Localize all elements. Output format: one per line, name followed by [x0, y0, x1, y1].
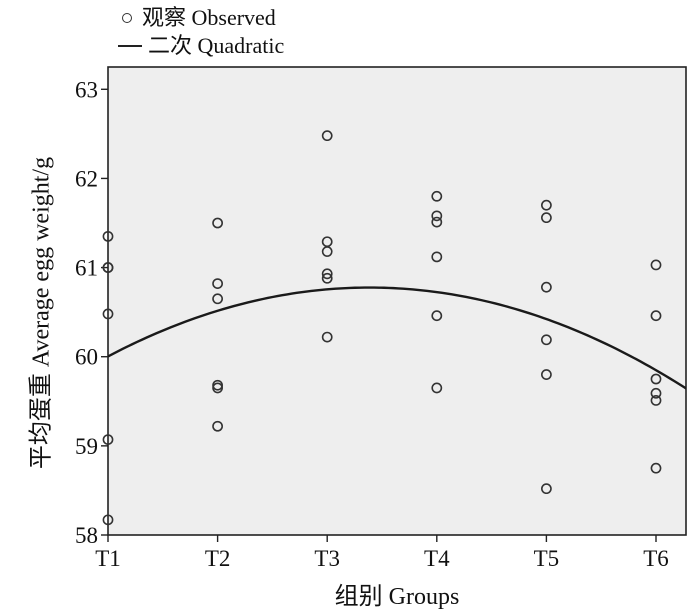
legend-label-quadratic: 二次 Quadratic [148, 33, 285, 58]
y-tick-label: 62 [75, 166, 98, 191]
observed-point [321, 331, 333, 343]
line-marker-icon [118, 45, 142, 47]
quadratic-curve-layer [108, 286, 686, 390]
observed-point [541, 334, 552, 346]
observed-point [650, 462, 662, 474]
x-tick-label: T6 [643, 546, 669, 571]
observed-point [321, 272, 333, 284]
observed-point [541, 369, 552, 380]
quadratic-fit-line [108, 286, 686, 390]
plot-area [107, 66, 687, 536]
observed-point [650, 259, 662, 271]
observed-point [541, 199, 552, 211]
observed-point [650, 310, 662, 322]
x-tick-label: T4 [424, 546, 450, 571]
x-tick-label: T1 [95, 546, 121, 571]
x-axis-label: 组别 Groups [334, 584, 460, 610]
circle-marker-icon [122, 13, 132, 23]
y-tick-label: 59 [75, 434, 98, 459]
observed-point [321, 130, 333, 142]
observed-point [212, 420, 223, 432]
observed-point [431, 190, 443, 202]
legend: 观察 Observed 二次 Quadratic [118, 4, 284, 60]
observed-point [431, 251, 443, 263]
observed-point [431, 210, 443, 222]
legend-item-observed: 观察 Observed [118, 4, 284, 32]
observed-point [102, 230, 114, 242]
observed-point [212, 382, 223, 394]
observed-point [102, 308, 114, 320]
observed-point [541, 483, 552, 495]
observed-point [431, 216, 443, 228]
observed-point [650, 394, 662, 406]
observed-point [212, 217, 223, 229]
observed-point [102, 434, 114, 446]
observed-point [650, 373, 662, 385]
observed-point [541, 281, 552, 293]
x-axis: T1 T2 T3 T4 T5 T6 [95, 535, 669, 571]
observed-point [431, 382, 443, 394]
observed-point [102, 514, 114, 526]
x-tick-label: T2 [205, 546, 231, 571]
legend-label-observed: 观察 Observed [142, 5, 276, 30]
observed-point [650, 387, 662, 399]
y-tick-label: 61 [75, 256, 98, 281]
x-tick-label: T5 [534, 546, 560, 571]
observed-point [321, 268, 333, 280]
observed-point [431, 310, 443, 322]
observed-points-layer [102, 130, 662, 526]
observed-point [212, 293, 223, 305]
y-axis: 58 59 60 61 62 63 [75, 77, 108, 548]
y-tick-label: 58 [75, 523, 98, 548]
y-tick-label: 63 [75, 77, 98, 102]
observed-point [541, 212, 552, 224]
observed-point [102, 262, 114, 273]
observed-point [321, 246, 333, 257]
y-tick-label: 60 [75, 345, 98, 370]
observed-point [212, 278, 223, 290]
x-tick-label: T3 [314, 546, 340, 571]
y-axis-label: 平均蛋重 Average egg weight/g [28, 156, 55, 470]
legend-item-quadratic: 二次 Quadratic [118, 32, 284, 60]
